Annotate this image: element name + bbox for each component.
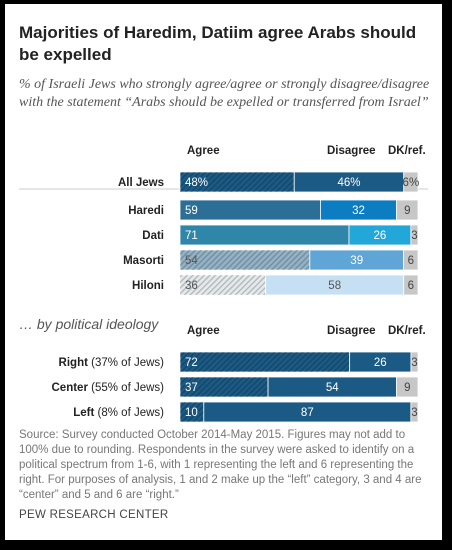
row-label: Haredi [128,205,164,217]
column-header-dk-ref-: DK/ref. [388,325,426,337]
row-label-name: Left [73,407,94,419]
row-label: Hiloni [132,280,164,292]
data-label-disagree: 54 [326,382,339,394]
source-note: Source: Survey conducted October 2014-Ma… [19,429,422,501]
row-label-name: Right [59,357,89,369]
row-label: Left (8% of Jews) [73,407,164,419]
data-label-agree: 59 [185,205,198,217]
data-label-agree: 36 [185,280,198,292]
data-label-agree: 10 [185,407,198,419]
bar-segment-agree [179,199,321,221]
data-label-agree: 48% [185,177,208,189]
row-label-name: Dati [142,230,164,242]
column-header-agree: Agree [187,145,220,157]
bar-segment-hatch [180,352,350,372]
chart-title: Majorities of Haredim, Datiim agree Arab… [19,23,417,64]
data-label-dk-ref: 9 [404,382,410,394]
row-label: All Jews [118,177,164,189]
column-header-disagree: Disagree [327,145,376,157]
data-label-dk-ref: 3 [411,407,417,419]
bar-segment-hatch [180,275,266,295]
bar-segment-dk-ref [410,401,419,423]
data-label-dk-ref: 6 [408,255,414,267]
column-header-dk-ref-: DK/ref. [388,145,426,157]
stacked-bar-charts: Agree Disagree DK/ref. All Jews 48% 46% 6% Hare… [19,145,428,423]
data-label-dk-ref: 6 [408,280,414,292]
data-label-disagree: 32 [352,205,365,217]
data-label-disagree: 26 [374,357,387,369]
chart-subtitle: % of Israeli Jews who strongly agree/agr… [19,77,430,110]
data-label-dk-ref: 6% [403,177,420,189]
data-label-agree: 71 [185,230,198,242]
data-label-disagree: 58 [328,280,341,292]
data-label-agree: 37 [185,382,198,394]
bar-segment-dk-ref [396,199,419,221]
bar-segment-dk-ref [396,376,419,398]
data-label-agree: 72 [185,357,198,369]
data-label-disagree: 87 [301,407,314,419]
row-label-share: (8% of Jews) [94,407,164,419]
data-label-disagree: 39 [350,255,363,267]
bar-segment-dk-ref [403,249,419,271]
figure-frame: Majorities of Haredim, Datiim agree Arab… [5,4,442,540]
row-label: Masorti [123,255,164,267]
data-label-agree: 54 [185,255,198,267]
pew-research-center-logo: PEW RESEARCH CENTER [19,509,169,521]
data-label-dk-ref: 9 [404,205,410,217]
row-label-share: (37% of Jews) [88,357,164,369]
bar-segment-hatch [180,172,295,192]
row-label: Center (55% of Jews) [52,382,165,394]
bar-segment-agree [179,224,350,246]
bar-segment-dk-ref [403,274,419,296]
row-label-name: All Jews [118,177,164,189]
section-title: … by political ideology [19,316,159,332]
bar-segment-dk-ref [403,171,419,193]
row-label: Right (37% of Jews) [59,357,165,369]
data-label-disagree: 26 [374,230,387,242]
row-label: Dati [142,230,164,242]
bar-segment-dk-ref [410,224,419,246]
data-label-dk-ref: 3 [411,357,417,369]
data-label-disagree: 46% [337,177,360,189]
column-header-agree: Agree [187,325,220,337]
data-label-dk-ref: 3 [411,230,417,242]
bar-segment-hatch [180,250,310,270]
row-label-name: Masorti [123,255,164,267]
row-label-share: (55% of Jews) [88,382,164,394]
row-label-name: Haredi [128,205,164,217]
row-label-name: Center [52,382,89,394]
bar-segment-dk-ref [410,351,419,373]
bar-segment-hatch [180,402,204,422]
column-header-disagree: Disagree [327,325,376,337]
bar-segment-hatch [180,377,269,397]
row-label-name: Hiloni [132,280,164,292]
